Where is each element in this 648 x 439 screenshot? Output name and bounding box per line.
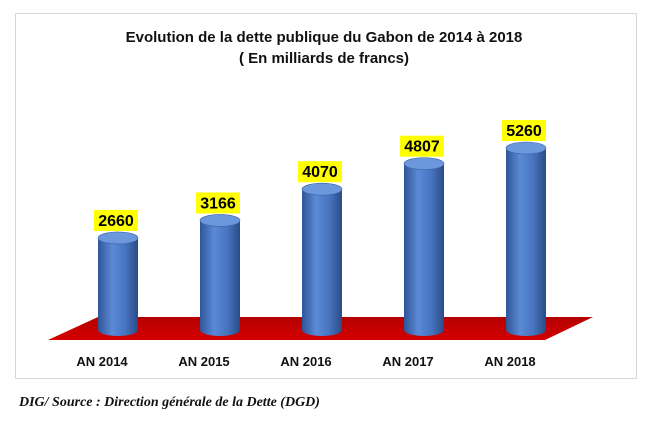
bar-body [302,189,342,336]
x-tick-label: AN 2017 [382,354,433,369]
data-label-box [196,192,240,214]
bar-body [404,163,444,336]
bars-group [97,141,547,336]
bar-an-2016 [301,182,343,336]
source-note: DIG/ Source : Direction générale de la D… [19,395,320,410]
data-label-text: 3166 [200,195,236,212]
bar-top [301,182,343,196]
data-label-box [94,209,138,231]
data-label: 4070 [298,161,342,183]
data-label: 3166 [196,192,240,214]
data-label: 4807 [400,135,444,157]
x-tick-label: AN 2018 [484,354,535,369]
data-label-text: 2660 [98,213,134,230]
data-label: 5260 [502,120,546,142]
data-label-text: 4070 [302,164,338,181]
data-label-box [298,161,342,183]
bar-an-2015 [199,214,241,336]
x-tick-label: AN 2015 [178,354,229,369]
bar-top [97,231,139,245]
x-tick-labels-group: AN 2014 AN 2015 AN 2016 AN 2017 AN 2018 [76,354,535,369]
data-label: 2660 [94,209,138,231]
data-label-box [502,120,546,142]
x-tick-label: AN 2016 [280,354,331,369]
bar-an-2014 [97,231,139,336]
data-label-box [400,135,444,157]
bar-top [505,141,547,155]
data-label-text: 5260 [506,123,542,140]
bar-body [200,220,240,336]
bar-body [98,237,138,336]
chart-subtitle: ( En milliards de francs) [238,50,410,67]
chart-title: Evolution de la dette publique du Gabon … [125,29,523,46]
bar-top [199,214,241,227]
x-tick-label: AN 2014 [76,354,128,369]
bar-an-2017 [403,157,445,336]
bar-body [506,148,546,336]
data-labels-group: 2660 3166 4070 4807 5260 [94,120,546,231]
bar-top [403,157,445,170]
data-label-text: 4807 [404,139,440,156]
bar-an-2018 [505,141,547,336]
